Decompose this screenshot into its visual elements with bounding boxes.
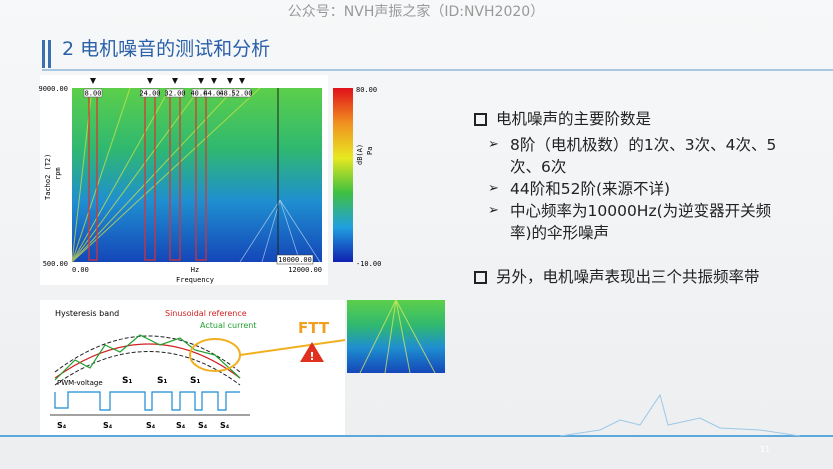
page-number: 11	[760, 445, 770, 454]
bullet: 另外，电机噪声表现出三个共振频率带	[472, 266, 792, 288]
order-label: 8.00	[85, 90, 102, 98]
state-label: S₄	[176, 421, 186, 430]
band-upper	[54, 335, 241, 373]
title: 2 电机噪音的测试和分析	[62, 38, 270, 60]
y-axis-label: Tacho2 (T2)	[44, 154, 52, 200]
x-axis-label: Frequency	[176, 276, 214, 284]
title-bar	[42, 40, 45, 68]
bullet: 电机噪声的主要阶数是	[472, 108, 792, 130]
order-lines	[71, 87, 261, 263]
order-marker	[211, 78, 217, 84]
state-label: S₄	[57, 421, 67, 430]
y-unit: rpm	[54, 167, 62, 180]
state-label: S₁	[122, 376, 132, 386]
order-marker	[147, 78, 153, 84]
skyline	[559, 393, 801, 437]
colorbar	[333, 88, 353, 262]
band-lower	[54, 351, 241, 386]
state-label: S₄	[220, 421, 230, 430]
x-label-end: 12000.00	[288, 266, 322, 274]
pwm-label: PWM-voltage	[57, 379, 103, 387]
warning-mark: !	[309, 350, 314, 363]
zoom-lines	[359, 299, 436, 374]
colorbar-top: 80.00	[356, 86, 377, 94]
title-bar	[48, 40, 51, 68]
order-label: 48.00	[219, 90, 240, 98]
order-label: 44.00	[203, 90, 224, 98]
highlight-link	[239, 339, 346, 356]
spectrogram-plot	[72, 88, 322, 262]
colorbar-bottom: -10.00	[356, 260, 381, 268]
cursor-label: 10000.00	[278, 256, 312, 264]
order-label: 52.00	[231, 90, 252, 98]
reference-curve	[54, 343, 241, 379]
cursor-box	[276, 254, 314, 265]
sub-bullet: 44阶和52阶(来源不详)	[472, 178, 792, 200]
y-label-top: 9000.00	[38, 85, 68, 93]
order-marker	[198, 78, 204, 84]
colorbar-unit: Pa	[366, 147, 374, 155]
x-label-start: 0.00	[72, 266, 89, 274]
order-label: 24.00	[139, 90, 160, 98]
zoom-image	[347, 300, 445, 373]
state-label: S₁	[157, 376, 167, 386]
warning-icon	[300, 342, 324, 362]
order-box	[232, 88, 252, 98]
fft-label: FTT	[298, 319, 330, 337]
order-marker	[172, 78, 178, 84]
state-label: S₄	[146, 421, 156, 430]
state-label: S₄	[198, 421, 208, 430]
hysteresis-label: Hysteresis band	[55, 309, 119, 318]
y-label-bottom: 500.00	[43, 260, 68, 268]
order-box	[140, 88, 160, 98]
order-marker	[90, 78, 96, 84]
pwm-wave	[54, 391, 240, 411]
colorbar-label: dB(A)	[356, 144, 364, 165]
sub-bullet: 中心频率为10000Hz(为逆变器开关频率)的伞形噪声	[472, 200, 792, 244]
x-unit: Hz	[191, 266, 199, 274]
order-marker	[227, 78, 233, 84]
spacer	[472, 244, 792, 266]
order-box	[83, 88, 103, 98]
state-label: S₁	[190, 376, 200, 386]
order-label: 32.00	[164, 90, 185, 98]
umbrella-lines	[239, 199, 321, 263]
order-box	[165, 88, 185, 98]
state-label: S₄	[103, 421, 113, 430]
watermark: 公众号：NVH声振之家（ID:NVH2020）	[288, 3, 544, 20]
order-marker	[239, 78, 245, 84]
order-label: 40.00	[190, 90, 211, 98]
bullet-list: 电机噪声的主要阶数是 8阶（电机极数）的1次、3次、4次、5次、6次44阶和52阶…	[472, 108, 792, 292]
sub-bullet: 8阶（电机极数）的1次、3次、4次、5次、6次	[472, 134, 792, 178]
actual-label: Actual current	[200, 321, 256, 330]
reference-label: Sinusoidal reference	[165, 309, 247, 318]
current-curve	[54, 334, 241, 381]
